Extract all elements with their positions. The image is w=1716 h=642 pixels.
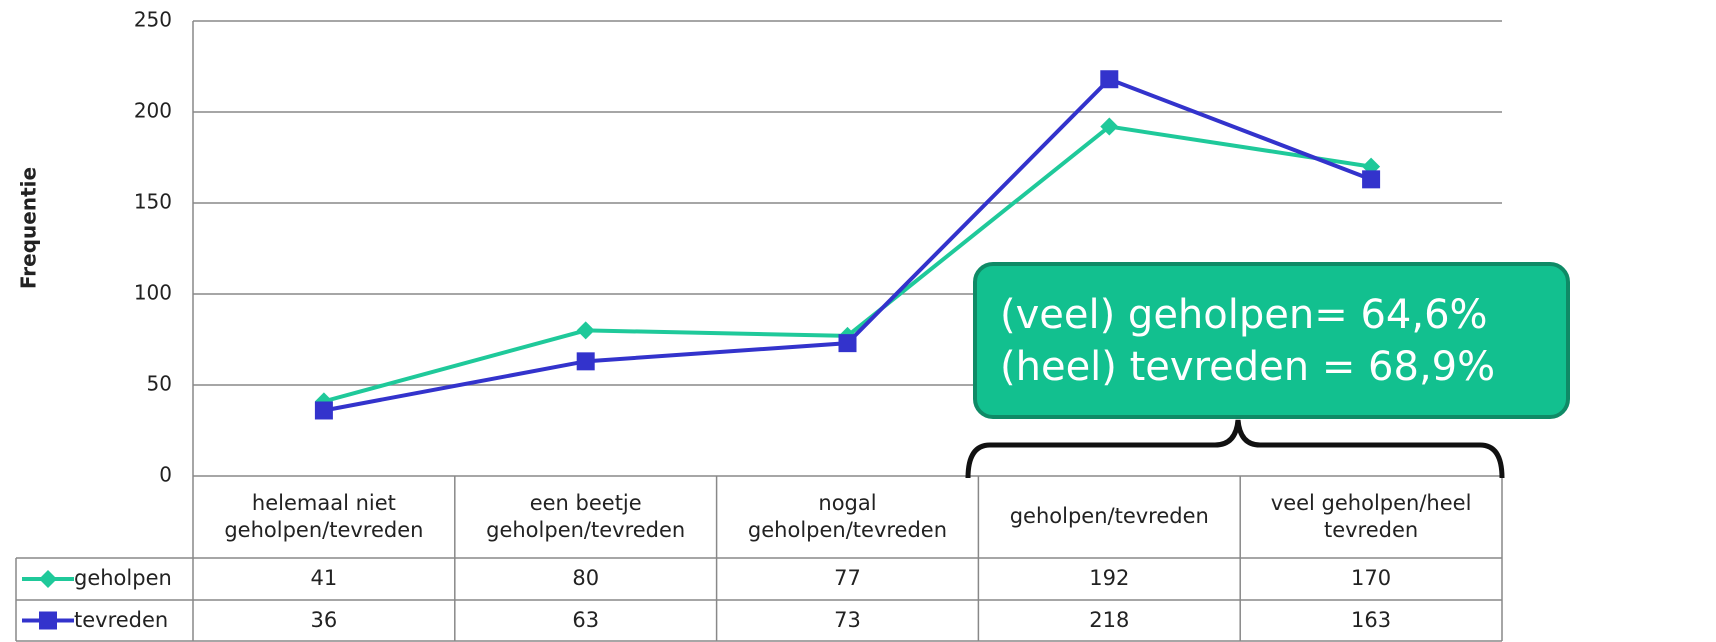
- brace: [965, 419, 1505, 479]
- table-value: 163: [1351, 607, 1392, 632]
- y-tick-label: 0: [159, 463, 172, 487]
- annotation: (heel) tevreden = 68,9%: [1000, 344, 1496, 390]
- marker: [1100, 117, 1119, 136]
- table-value: 41: [310, 566, 338, 591]
- marker: [576, 321, 595, 340]
- table-value: 36: [310, 607, 338, 632]
- annotation: (veel) geholpen= 64,6%: [1000, 292, 1488, 338]
- legend-marker: [39, 570, 57, 588]
- table-value: 170: [1351, 566, 1392, 591]
- x-tick-label: nogal geholpen/tevreden: [747, 490, 948, 542]
- legend-label: tevreden: [74, 607, 169, 632]
- marker: [314, 401, 333, 420]
- x-tick-label: geholpen/tevreden: [1009, 504, 1209, 529]
- legend-label: geholpen: [74, 566, 172, 591]
- y-axis-label: Frequentie: [17, 167, 41, 289]
- table-value: 80: [572, 566, 600, 591]
- x-tick-label: helemaal niet geholpen/tevreden: [224, 490, 424, 542]
- table-value: 63: [572, 607, 600, 632]
- marker: [1362, 170, 1381, 189]
- y-tick-label: 200: [134, 99, 172, 123]
- table-value: 77: [834, 566, 861, 591]
- x-tick-label: veel geholpen/heel tevreden: [1270, 490, 1472, 542]
- annotation-box: [973, 262, 1570, 419]
- marker: [576, 352, 595, 371]
- legend-marker: [39, 611, 57, 630]
- marker: [1100, 70, 1119, 89]
- marker: [838, 334, 857, 353]
- table-value: 218: [1089, 607, 1130, 632]
- y-tick-label: 100: [134, 281, 172, 305]
- table-value: 192: [1089, 566, 1130, 591]
- x-tick-label: een beetje geholpen/tevreden: [486, 490, 686, 542]
- y-tick-label: 150: [134, 190, 172, 214]
- table-value: 73: [834, 607, 861, 632]
- y-tick-label: 50: [147, 372, 172, 396]
- y-tick-label: 250: [134, 8, 172, 32]
